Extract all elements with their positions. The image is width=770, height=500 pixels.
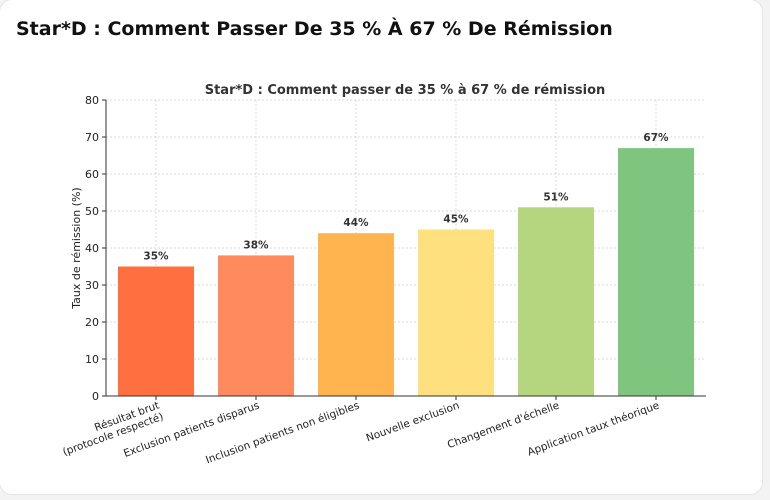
data-label: 35% (143, 251, 169, 263)
data-label: 45% (443, 214, 469, 226)
bar (418, 229, 494, 396)
y-tick-label: 10 (85, 353, 99, 366)
chart-card: Star*D : Comment Passer De 35 % À 67 % D… (0, 0, 762, 494)
y-axis-label: Taux de rémission (%) (70, 187, 83, 309)
y-tick-label: 30 (85, 279, 99, 292)
bar (518, 207, 594, 396)
grid-layer (106, 99, 706, 397)
bars-layer: 35% 38% 44% 45% 51% 67% (118, 132, 694, 396)
data-label: 51% (543, 191, 569, 203)
y-tick-label: 0 (92, 390, 99, 403)
page-title: Star*D : Comment Passer De 35 % À 67 % D… (16, 18, 613, 40)
data-label: 67% (643, 132, 669, 144)
bar-chart: Star*D : Comment passer de 35 % à 67 % d… (61, 83, 706, 466)
y-tick-label: 40 (85, 242, 99, 255)
x-tick-label: Nouvelle exclusion (364, 400, 461, 445)
y-tick-label: 70 (85, 131, 99, 144)
chart-title: Star*D : Comment passer de 35 % à 67 % d… (205, 83, 606, 98)
y-tick-label: 60 (85, 168, 99, 181)
bar (118, 266, 194, 396)
y-tick-label: 50 (85, 205, 99, 218)
y-tick-label: 20 (85, 316, 99, 329)
y-tick-label: 80 (85, 94, 99, 107)
data-label: 44% (343, 217, 369, 229)
x-tick-label-line: Nouvelle exclusion (364, 400, 461, 445)
bar (618, 148, 694, 396)
bar (218, 255, 294, 396)
data-label: 38% (243, 239, 269, 251)
bar (318, 233, 394, 396)
